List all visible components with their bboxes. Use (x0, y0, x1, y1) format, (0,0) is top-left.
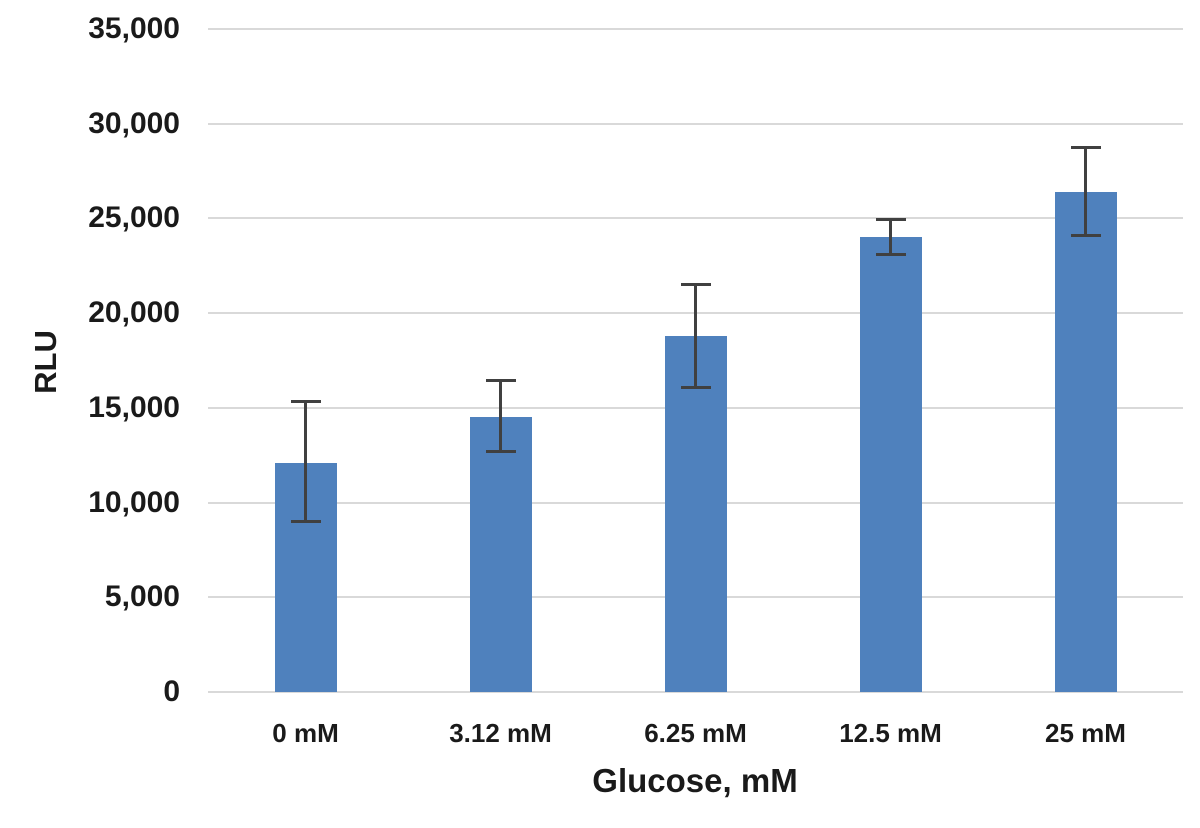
y-tick-label: 20,000 (88, 296, 180, 330)
x-tick-label: 6.25 mM (644, 718, 747, 748)
gridline (208, 217, 1183, 220)
y-tick-label: 0 (163, 675, 180, 708)
error-bar-cap-bottom (290, 520, 321, 524)
error-bar-cap-top (1070, 146, 1101, 150)
gridline (208, 122, 1183, 125)
x-axis-title: Glucose, mM (592, 762, 798, 799)
plot-area (208, 28, 1183, 693)
y-tick-label: 25,000 (88, 201, 180, 235)
y-tick-label: 30,000 (88, 106, 180, 140)
y-tick-label: 10,000 (88, 485, 180, 519)
x-tick-label: 25 mM (1045, 718, 1126, 748)
gridline (208, 28, 1183, 30)
error-bar-line (1084, 146, 1087, 238)
error-bar-cap-bottom (485, 450, 516, 454)
error-bar-cap-bottom (1070, 234, 1101, 238)
error-bar-cap-top (875, 218, 906, 222)
x-tick-label: 12.5 mM (839, 718, 942, 748)
y-tick-label: 5,000 (104, 580, 180, 614)
x-tick-label: 0 mM (272, 718, 339, 748)
y-tick-label: 15,000 (88, 390, 180, 424)
error-bar-cap-top (290, 400, 321, 404)
error-bar-line (889, 218, 892, 257)
bar (1054, 191, 1117, 692)
bar (664, 335, 727, 692)
bar (859, 237, 922, 692)
error-bar-cap-bottom (875, 253, 906, 257)
error-bar-cap-top (485, 379, 516, 383)
error-bar-line (304, 400, 307, 524)
x-tick-label: 3.12 mM (449, 718, 552, 748)
bar (469, 417, 532, 692)
y-axis-title: RLU (28, 330, 63, 394)
error-bar-line (499, 379, 502, 454)
error-bar-cap-bottom (680, 385, 711, 389)
x-axis-line (208, 691, 1183, 693)
error-bar-line (694, 282, 697, 389)
y-tick-label: 35,000 (88, 12, 180, 45)
error-bar-cap-top (680, 282, 711, 286)
